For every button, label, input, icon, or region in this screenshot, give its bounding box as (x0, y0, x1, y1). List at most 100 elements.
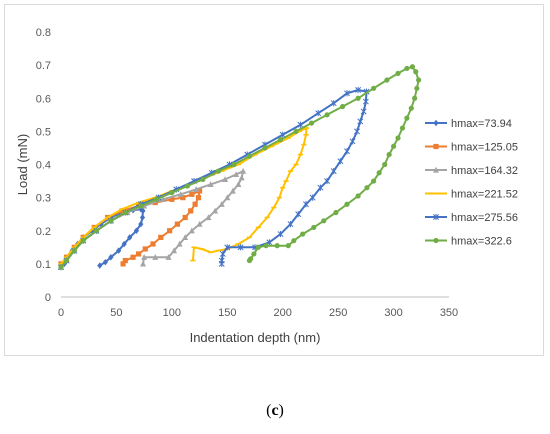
data-point (215, 168, 222, 174)
data-point (376, 170, 382, 176)
data-point (333, 209, 339, 216)
series-line-3 (60, 170, 245, 268)
data-point (395, 70, 401, 77)
legend-label: hmax=322.6 (451, 236, 512, 248)
data-point (219, 250, 226, 258)
data-point (116, 247, 122, 254)
data-point (133, 227, 139, 234)
data-point (263, 243, 269, 249)
data-point (246, 257, 253, 264)
data-point (237, 244, 244, 251)
y-tick-label: 0.5 (36, 126, 51, 138)
legend-label: hmax=164.32 (451, 165, 518, 177)
data-point (354, 128, 360, 135)
data-point (167, 228, 173, 234)
y-tick-label: 0.3 (36, 193, 51, 205)
y-tick-label: 0.8 (36, 27, 51, 39)
data-point (200, 176, 206, 183)
data-point (71, 248, 77, 254)
data-point (255, 244, 261, 250)
legend-marker (433, 143, 439, 150)
data-point (188, 208, 194, 214)
data-point (279, 131, 286, 138)
data-point (169, 196, 175, 202)
legend-marker (433, 213, 439, 221)
data-point (371, 178, 377, 184)
data-point (360, 108, 367, 115)
data-point (297, 121, 304, 128)
data-point (339, 103, 346, 110)
data-point (138, 203, 144, 209)
data-point (408, 105, 414, 111)
series-line-5 (60, 89, 368, 268)
data-point (165, 254, 172, 260)
series-line-4 (60, 127, 308, 265)
data-point (180, 195, 186, 201)
data-point (108, 254, 114, 261)
data-point (138, 220, 144, 228)
x-tick-label: 100 (163, 307, 181, 319)
data-point (188, 227, 195, 234)
data-point (212, 207, 219, 214)
data-point (330, 168, 337, 175)
caption-close-paren: ) (278, 402, 284, 419)
data-point (412, 95, 418, 101)
data-point (140, 260, 147, 267)
data-point (127, 234, 133, 241)
data-point (119, 208, 125, 214)
data-point (357, 118, 364, 125)
data-point (196, 188, 203, 194)
data-point (229, 187, 236, 194)
data-point (195, 195, 202, 201)
data-point (207, 181, 214, 187)
data-point (196, 220, 203, 227)
data-point (416, 77, 422, 83)
data-point (308, 120, 315, 126)
data-point (153, 196, 159, 202)
data-point (150, 241, 156, 247)
data-point (344, 90, 350, 97)
x-tick-label: 250 (329, 307, 347, 319)
legend-marker (433, 237, 439, 244)
data-point (233, 171, 240, 178)
x-tick-label: 200 (274, 307, 292, 319)
data-point (395, 135, 401, 141)
data-point (355, 95, 361, 101)
data-point (182, 214, 188, 221)
data-point (414, 85, 420, 91)
data-point (98, 220, 104, 228)
data-point (300, 231, 306, 237)
data-point (122, 257, 128, 264)
data-point (251, 251, 257, 257)
data-point (277, 137, 284, 143)
data-point (222, 176, 229, 183)
data-point (384, 77, 390, 83)
indentation-load-chart: 0 50 100 150 200 250 300 350 0 0.1 0.2 0.3 0.4 0.5 0.6… (15, 27, 518, 345)
data-point (235, 181, 242, 187)
data-point (122, 209, 128, 216)
data-point (130, 254, 136, 260)
y-tick-label: 0.2 (36, 226, 51, 238)
data-point (386, 151, 392, 158)
data-point (58, 264, 64, 270)
data-point (108, 218, 114, 224)
data-point (120, 261, 126, 267)
data-point (330, 100, 337, 107)
data-point (315, 110, 322, 117)
y-tick-label: 0.6 (36, 93, 51, 105)
data-point (277, 230, 284, 238)
data-point (97, 262, 103, 269)
x-tick-label: 0 (58, 307, 64, 319)
data-point (309, 194, 316, 201)
legend-label: hmax=221.52 (451, 189, 518, 201)
data-point (141, 254, 148, 260)
data-point (158, 234, 164, 240)
figure-caption: (c) (0, 402, 550, 420)
data-point (140, 207, 146, 215)
data-point (218, 201, 225, 207)
data-point (355, 193, 361, 199)
data-point (193, 186, 200, 192)
data-point (177, 191, 184, 197)
data-point (390, 143, 397, 149)
data-point (293, 128, 299, 134)
